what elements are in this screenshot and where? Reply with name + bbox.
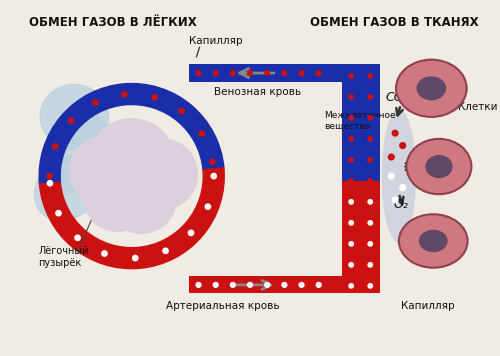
Circle shape <box>368 284 372 288</box>
Circle shape <box>214 70 218 75</box>
Circle shape <box>316 283 321 287</box>
Ellipse shape <box>426 155 452 178</box>
Circle shape <box>299 70 304 75</box>
Text: Венозная кровь: Венозная кровь <box>214 87 301 97</box>
Circle shape <box>349 200 354 204</box>
Circle shape <box>388 173 394 179</box>
Circle shape <box>211 173 216 179</box>
Ellipse shape <box>40 84 108 150</box>
Circle shape <box>248 70 252 75</box>
Circle shape <box>230 70 235 75</box>
Circle shape <box>84 164 151 231</box>
Circle shape <box>152 95 158 100</box>
Text: CO₂: CO₂ <box>385 91 409 104</box>
Circle shape <box>349 95 354 99</box>
Circle shape <box>214 283 218 287</box>
Circle shape <box>368 137 372 141</box>
Circle shape <box>92 100 98 105</box>
Polygon shape <box>342 181 360 293</box>
Circle shape <box>52 144 58 149</box>
Circle shape <box>392 130 398 136</box>
Circle shape <box>316 70 321 75</box>
Text: Межклеточное
вещество: Межклеточное вещество <box>324 111 396 131</box>
Circle shape <box>349 137 354 141</box>
Circle shape <box>68 118 74 123</box>
Polygon shape <box>360 181 380 293</box>
Circle shape <box>349 116 354 120</box>
Circle shape <box>75 235 80 240</box>
Polygon shape <box>189 64 342 82</box>
Circle shape <box>349 158 354 162</box>
Circle shape <box>265 70 270 75</box>
Polygon shape <box>342 64 360 293</box>
Circle shape <box>368 242 372 246</box>
Circle shape <box>199 131 204 136</box>
Circle shape <box>265 283 270 287</box>
Circle shape <box>368 179 372 183</box>
Circle shape <box>106 163 176 233</box>
Circle shape <box>282 283 287 287</box>
Text: ОБМЕН ГАЗОВ В ТКАНЯХ: ОБМЕН ГАЗОВ В ТКАНЯХ <box>310 16 478 29</box>
Circle shape <box>368 200 372 204</box>
Circle shape <box>248 283 252 287</box>
Circle shape <box>368 74 372 78</box>
Circle shape <box>349 74 354 78</box>
Text: CO₂: CO₂ <box>112 155 136 168</box>
Circle shape <box>400 185 406 190</box>
Polygon shape <box>189 276 342 293</box>
Text: Клетки: Клетки <box>458 103 498 112</box>
Circle shape <box>349 284 354 288</box>
Circle shape <box>282 70 287 75</box>
Circle shape <box>122 91 127 97</box>
Ellipse shape <box>396 60 466 117</box>
Circle shape <box>196 70 201 75</box>
Circle shape <box>392 197 398 203</box>
Circle shape <box>349 179 354 183</box>
Circle shape <box>70 136 140 206</box>
Wedge shape <box>39 84 224 184</box>
Circle shape <box>205 204 210 209</box>
Text: Лёгочный
пузырёк: Лёгочный пузырёк <box>38 246 88 268</box>
Wedge shape <box>40 168 224 269</box>
Circle shape <box>400 143 406 148</box>
Circle shape <box>368 221 372 225</box>
Ellipse shape <box>399 214 468 268</box>
Circle shape <box>102 251 107 256</box>
Circle shape <box>368 95 372 99</box>
Circle shape <box>368 116 372 120</box>
Circle shape <box>88 119 176 206</box>
Circle shape <box>349 242 354 246</box>
Circle shape <box>163 248 168 253</box>
Circle shape <box>349 263 354 267</box>
Circle shape <box>349 221 354 225</box>
Ellipse shape <box>382 109 416 243</box>
Circle shape <box>368 263 372 267</box>
Text: ОБМЕН ГАЗОВ В ЛЁГКИХ: ОБМЕН ГАЗОВ В ЛЁГКИХ <box>28 16 196 29</box>
Circle shape <box>132 255 138 261</box>
Ellipse shape <box>34 155 103 220</box>
Circle shape <box>299 283 304 287</box>
Ellipse shape <box>406 139 472 194</box>
Text: Капилляр: Капилляр <box>189 36 242 46</box>
Circle shape <box>196 283 201 287</box>
Text: O₂: O₂ <box>120 200 134 213</box>
Text: Артериальная кровь: Артериальная кровь <box>166 301 280 311</box>
Ellipse shape <box>416 76 446 100</box>
Text: Капилляр: Капилляр <box>401 301 454 311</box>
Circle shape <box>188 230 194 236</box>
Polygon shape <box>360 64 380 293</box>
Circle shape <box>47 173 52 179</box>
Circle shape <box>127 139 198 209</box>
Circle shape <box>48 180 52 186</box>
Ellipse shape <box>419 230 448 252</box>
Ellipse shape <box>44 113 112 192</box>
Circle shape <box>56 210 61 216</box>
Circle shape <box>230 283 235 287</box>
Text: O₂: O₂ <box>394 198 408 211</box>
Circle shape <box>179 108 184 114</box>
Circle shape <box>210 159 215 164</box>
Circle shape <box>388 154 394 160</box>
Circle shape <box>368 158 372 162</box>
